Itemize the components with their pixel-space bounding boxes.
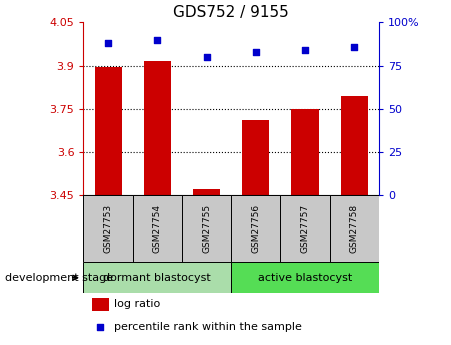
- Text: GSM27758: GSM27758: [350, 204, 359, 253]
- Point: [97, 324, 104, 330]
- Bar: [144, 61, 171, 195]
- Text: dormant blastocyst: dormant blastocyst: [103, 273, 211, 283]
- Bar: [83, 195, 133, 262]
- Point: [252, 49, 259, 55]
- Text: percentile rank within the sample: percentile rank within the sample: [115, 322, 302, 332]
- Bar: [242, 120, 269, 195]
- Bar: [341, 96, 368, 195]
- Text: GSM27753: GSM27753: [104, 204, 113, 253]
- Point: [350, 44, 358, 49]
- Bar: [291, 109, 318, 195]
- Bar: [330, 195, 379, 262]
- Point: [301, 47, 308, 53]
- Text: GSM27754: GSM27754: [153, 204, 162, 253]
- Bar: [133, 195, 182, 262]
- Point: [154, 37, 161, 42]
- Text: log ratio: log ratio: [115, 299, 161, 309]
- Bar: [95, 67, 122, 195]
- Bar: [231, 195, 281, 262]
- Point: [105, 40, 112, 46]
- Point: [203, 54, 210, 60]
- Bar: [83, 262, 231, 293]
- Bar: [92, 298, 109, 311]
- Text: GSM27756: GSM27756: [251, 204, 260, 253]
- Text: GSM27757: GSM27757: [300, 204, 309, 253]
- Bar: [193, 189, 220, 195]
- Bar: [281, 195, 330, 262]
- Bar: [182, 195, 231, 262]
- Text: GSM27755: GSM27755: [202, 204, 211, 253]
- Text: active blastocyst: active blastocyst: [258, 273, 352, 283]
- Bar: [231, 262, 379, 293]
- Title: GDS752 / 9155: GDS752 / 9155: [173, 5, 289, 20]
- Text: development stage: development stage: [5, 273, 113, 283]
